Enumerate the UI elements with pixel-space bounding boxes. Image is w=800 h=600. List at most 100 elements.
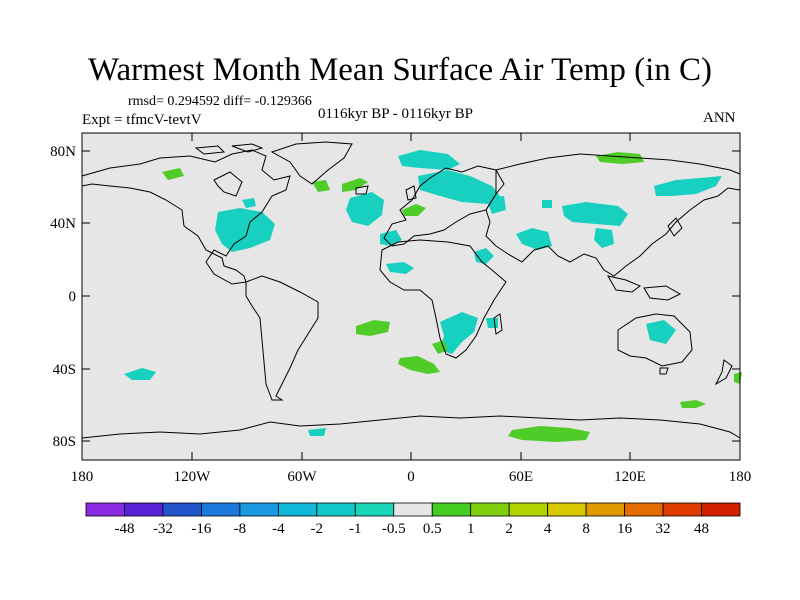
coastline (617, 313, 693, 367)
colorbar-label: 4 (544, 521, 552, 537)
colorbar-label: 8 (582, 521, 590, 537)
season-label: ANN (703, 110, 736, 126)
colorbar-label: 16 (617, 521, 633, 537)
colorbar-swatch (470, 502, 510, 517)
coastline (231, 143, 264, 153)
chart-title: Warmest Month Mean Surface Air Temp (in … (87, 52, 713, 88)
colorbar-boxes (85, 502, 741, 517)
colorbar-swatch (85, 502, 125, 517)
coastline (643, 285, 682, 301)
coastline (194, 145, 226, 155)
anomaly-patch (418, 170, 500, 204)
anomaly-patch (432, 340, 448, 354)
anomaly-patch (312, 180, 330, 192)
lon-label: 120W (174, 469, 212, 485)
colorbar-label: -4 (272, 521, 285, 537)
lon-labels: 180 120W 60W 0 60E 120E 180 (71, 469, 752, 485)
anomaly-patch (242, 198, 256, 208)
coastline (405, 185, 417, 201)
anomaly-patch (596, 152, 644, 164)
lon-label: 0 (407, 469, 415, 485)
lon-label: 180 (71, 469, 94, 485)
anomaly-patch (398, 150, 460, 170)
anomaly-patch (342, 178, 368, 192)
anomaly-patch (215, 208, 275, 252)
lat-label: 80N (50, 144, 76, 160)
anomaly-patch (386, 262, 414, 274)
lon-label: 60W (287, 469, 317, 485)
colorbar-label: 32 (656, 521, 671, 537)
colorbar-label: -16 (191, 521, 211, 537)
stats-line: rmsd= 0.294592 diff= -0.129366 (128, 94, 312, 109)
anomaly-patch (380, 230, 402, 246)
colorbar-swatch (662, 502, 702, 517)
anomaly-patch (474, 248, 494, 264)
anomaly-patch (486, 318, 498, 328)
anomaly-patch (508, 426, 590, 442)
coastlines (81, 141, 741, 439)
lat-label: 0 (69, 289, 77, 305)
colorbar-label: -0.5 (382, 521, 406, 537)
colorbar-swatch (508, 502, 549, 517)
colorbar-label: -48 (114, 521, 134, 537)
lon-label: 180 (729, 469, 752, 485)
coastline (607, 275, 641, 293)
lon-label: 60E (509, 469, 533, 485)
colorbar-label: -2 (311, 521, 324, 537)
colorbar-label: 0.5 (423, 521, 442, 537)
anomaly-patch (594, 228, 614, 248)
coastline (667, 217, 683, 237)
anomaly-patch (516, 228, 552, 250)
colorbar-label: -32 (153, 521, 173, 537)
colorbar-swatch (162, 502, 202, 517)
coastline (81, 149, 291, 285)
coastline (355, 185, 369, 195)
colorbar-swatch (354, 502, 395, 517)
colorbar-swatch (239, 502, 279, 517)
colorbar-swatch (624, 502, 664, 517)
colorbar-label: 1 (467, 521, 475, 537)
lat-label: 40S (53, 362, 76, 378)
anomaly-patch (734, 372, 742, 384)
coastline (485, 153, 741, 277)
colorbar-swatch (277, 502, 318, 517)
colorbar-swatch (431, 502, 472, 517)
colorbar-swatch (316, 502, 356, 517)
colorbar-label: -1 (349, 521, 362, 537)
colorbar-swatch (585, 502, 625, 517)
anomaly-patch (542, 200, 552, 208)
lon-label: 120E (614, 469, 646, 485)
colorbar-swatch (701, 502, 741, 517)
period-label: 0116kyr BP - 0116kyr BP (318, 106, 474, 122)
coastline (270, 141, 353, 185)
anomaly-patch (356, 320, 390, 336)
anomaly-patch (562, 202, 628, 226)
experiment-label: Expt = tfmcV-tevtV (82, 112, 202, 128)
coastline (659, 367, 669, 375)
coastline (379, 239, 507, 359)
coastline (714, 359, 733, 386)
colorbar-swatch (201, 502, 241, 517)
anomaly-patch (162, 168, 184, 180)
lat-labels: 80N 40N 0 40S 80S (50, 144, 76, 450)
colorbar: -48 -32 -16 -8 -4 -2 -1 -0.5 0.5 1 2 4 8 16 32 48 (85, 502, 741, 537)
anomaly-patch (646, 320, 676, 344)
coastline (383, 165, 505, 247)
anomaly-patch (680, 400, 706, 408)
anomaly-patch (402, 204, 426, 216)
anomaly-patch (308, 428, 326, 436)
colorbar-labels: -48 -32 -16 -8 -4 -2 -1 -0.5 0.5 1 2 4 8 16 32 48 (114, 521, 709, 537)
colorbar-label: 2 (505, 521, 513, 537)
colorbar-label: 48 (694, 521, 709, 537)
anomaly-patch (124, 368, 156, 380)
colorbar-swatch (547, 502, 587, 517)
coastline (493, 313, 503, 335)
coastline (81, 415, 741, 439)
lat-label: 80S (53, 434, 76, 450)
coastline (213, 171, 243, 197)
colorbar-swatch (124, 502, 164, 517)
anomaly-patch (486, 196, 506, 214)
lat-label: 40N (50, 216, 76, 232)
anomaly-patch (398, 356, 440, 374)
